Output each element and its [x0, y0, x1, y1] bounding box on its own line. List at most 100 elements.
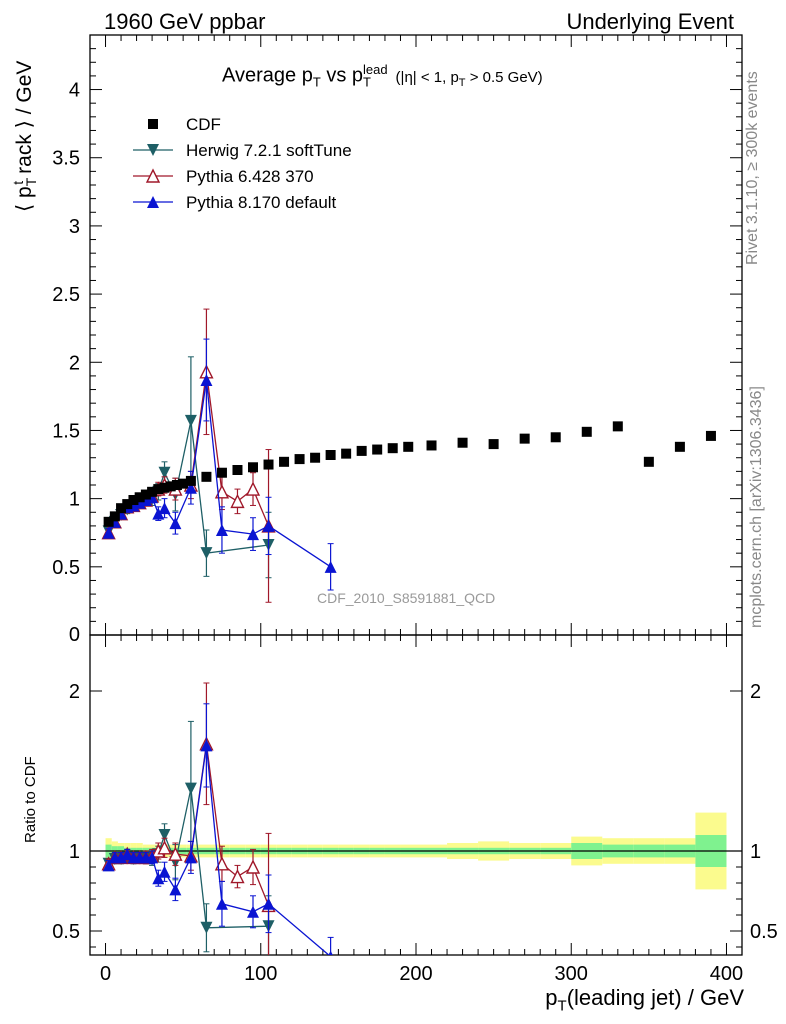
main-cdf-point [457, 437, 468, 448]
main-herwig-7-2-1-softtune-point [184, 414, 197, 427]
legend-marker [147, 196, 159, 208]
plot-title: Average pT vs pTlead (|η| < 1, pT > 0.5 G… [222, 62, 543, 90]
main-pythia-8-170-default-point [262, 519, 275, 532]
main-cdf-point [403, 441, 414, 452]
ratio-herwig-7-2-1-softtune-point [184, 782, 197, 795]
main-cdf-point [581, 426, 592, 437]
main-cdf-point [310, 452, 321, 463]
main-pythia-6-428-370-point [245, 481, 261, 496]
main-cdf-point [488, 439, 499, 450]
main-cdf-point [356, 445, 367, 456]
main-pythia-8-170-default-point [184, 481, 197, 494]
main-cdf-point [643, 456, 654, 467]
ratio-pythia-8-170-default-point [247, 905, 259, 918]
ratio-plot-frame [89, 634, 743, 956]
x-tick-label: 0 [100, 963, 111, 985]
x-tick-label: 200 [399, 963, 432, 985]
main-cdf-point [147, 486, 158, 497]
y-tick-label: 2.5 [52, 284, 80, 306]
ratio-pythia-8-170-default-point [262, 897, 275, 910]
main-cdf-point [612, 421, 623, 432]
analysis-id-label: CDF_2010_S8591881_QCD [317, 590, 496, 606]
main-herwig-7-2-1-softtune-point [200, 547, 213, 560]
ratio-pythia-8-170-default-point [115, 851, 128, 864]
main-cdf-point [171, 480, 182, 490]
x-tick-label: 400 [710, 963, 743, 985]
y-tick-label: 4 [69, 80, 80, 102]
main-cdf-point [109, 511, 120, 522]
main-pythia-8-170-default-point [247, 528, 259, 541]
main-herwig-7-2-1-softtune-point [158, 466, 171, 479]
y-tick-label: 0.5 [52, 557, 80, 579]
main-pythia-8-170-default-point [169, 517, 182, 530]
legend-entry-label: Herwig 7.2.1 softTune [186, 141, 352, 160]
ratio-y-tick-label: 0.5 [52, 921, 80, 943]
ratio-pythia-6-428-370-point [245, 859, 261, 874]
main-cdf-point [341, 448, 352, 459]
y-axis-label-main: ⟨ pTtrack ⟩ / GeV [10, 60, 40, 212]
ratio-pythia-6-428-370-point [230, 869, 245, 884]
main-cdf-series [103, 421, 716, 527]
main-pythia-8-170-default-point [215, 524, 228, 536]
ratio-pythia-6-428-370-point [168, 846, 183, 861]
rivet-version-label: Rivet 3.1.10, ≥ 300k events [744, 71, 761, 265]
ratio-y-tick-label: 1 [69, 841, 80, 863]
y-tick-label: 2 [69, 352, 80, 374]
x-tick-label: 100 [244, 963, 277, 985]
ratio-y-tick-label-right: 2 [750, 681, 761, 703]
header-right: Underlying Event [566, 9, 734, 34]
main-cdf-point [232, 465, 243, 475]
ratio-pythia-6-428-370-point [157, 840, 172, 855]
main-cdf-point [294, 454, 305, 465]
y-axis-label-ratio: Ratio to CDF [22, 756, 39, 843]
main-cdf-point [140, 489, 151, 500]
main-pythia-8-170-default-point [102, 526, 115, 539]
main-pythia-6-428-370-series [101, 308, 276, 603]
y-tick-label-zero: 0 [69, 624, 80, 646]
ratio-herwig-7-2-1-softtune-point [158, 829, 171, 841]
x-axis-label: pT(leading jet) / GeV [545, 985, 744, 1015]
y-tick-label: 3.5 [52, 148, 80, 170]
main-cdf-point [178, 478, 189, 489]
legend-marker [148, 119, 158, 129]
y-tick-label: 1 [69, 489, 80, 511]
ratio-pythia-8-170-default-point [152, 872, 165, 885]
main-cdf-point [325, 450, 336, 460]
main-cdf-point [122, 499, 133, 510]
legend-marker [145, 168, 161, 183]
ratio-y-tick-label: 2 [69, 681, 80, 703]
ratio-pythia-8-170-default-point [158, 865, 171, 878]
main-cdf-point [159, 482, 170, 493]
main-cdf-point [279, 456, 290, 467]
main-cdf-point [165, 481, 176, 492]
main-pythia-8-170-default-point [200, 374, 213, 386]
legend-entry-label: CDF [186, 115, 221, 134]
main-cdf-point [128, 495, 139, 505]
ratio-pythia-8-170-default-point [102, 859, 115, 872]
main-pythia-8-170-default-point [146, 491, 159, 504]
main-cdf-point [103, 516, 114, 527]
main-cdf-point [426, 440, 437, 451]
y-tick-label: 1.5 [52, 420, 80, 442]
legend-marker [147, 144, 159, 156]
legend-entry-label: Pythia 8.170 default [186, 193, 337, 212]
y-tick-label: 3 [69, 216, 80, 238]
legend: CDF Herwig 7.2.1 softTune Pythia 6.428 370… [133, 115, 352, 212]
ratio-herwig-7-2-1-softtune-series [102, 720, 275, 955]
main-cdf-point [519, 433, 530, 444]
main-cdf-point [550, 432, 561, 443]
main-cdf-point [153, 484, 164, 495]
main-pythia-8-170-default-series [102, 338, 337, 591]
ratio-pythia-8-170-default-point [215, 897, 228, 910]
main-cdf-point [674, 441, 685, 452]
main-cdf-point [185, 475, 196, 486]
main-cdf-point [372, 444, 383, 455]
ratio-pythia-8-170-default-point [200, 739, 213, 752]
ratio-herwig-7-2-1-softtune-point [200, 921, 213, 934]
ratio-pythia-8-170-default-series [102, 703, 334, 955]
main-cdf-point [216, 467, 227, 478]
ratio-pythia-8-170-default-point [146, 851, 159, 864]
ratio-y-tick-label-right: 1 [750, 841, 761, 863]
main-pythia-6-428-370-point [230, 493, 245, 509]
